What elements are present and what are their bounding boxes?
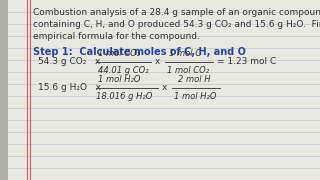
- Bar: [0, 0, 8, 180]
- Text: 15.6 g H₂O   x: 15.6 g H₂O x: [38, 84, 101, 93]
- Text: 1 mol CO₂: 1 mol CO₂: [98, 49, 140, 58]
- Text: = 1.23 mol C: = 1.23 mol C: [217, 57, 276, 66]
- Text: 1 mol CO₂: 1 mol CO₂: [167, 66, 209, 75]
- Text: 1 mol H₂O: 1 mol H₂O: [98, 75, 140, 84]
- Text: empirical formula for the compound.: empirical formula for the compound.: [33, 32, 200, 41]
- Text: 2 mol H: 2 mol H: [178, 75, 211, 84]
- Text: Combustion analysis of a 28.4 g sample of an organic compound: Combustion analysis of a 28.4 g sample o…: [33, 8, 320, 17]
- Text: 18.016 g H₂O: 18.016 g H₂O: [96, 92, 152, 101]
- Text: 1 mol H₂O: 1 mol H₂O: [174, 92, 217, 101]
- Text: x: x: [162, 84, 167, 93]
- Text: containing C, H, and O produced 54.3 g CO₂ and 15.6 g H₂O.  Find the: containing C, H, and O produced 54.3 g C…: [33, 20, 320, 29]
- Text: 44.01 g CO₂: 44.01 g CO₂: [98, 66, 148, 75]
- Text: x: x: [155, 57, 160, 66]
- Text: Step 1:  Calculate moles of C, H, and O: Step 1: Calculate moles of C, H, and O: [33, 47, 246, 57]
- Text: 1 mol C: 1 mol C: [169, 49, 201, 58]
- Text: 54.3 g CO₂   x: 54.3 g CO₂ x: [38, 57, 100, 66]
